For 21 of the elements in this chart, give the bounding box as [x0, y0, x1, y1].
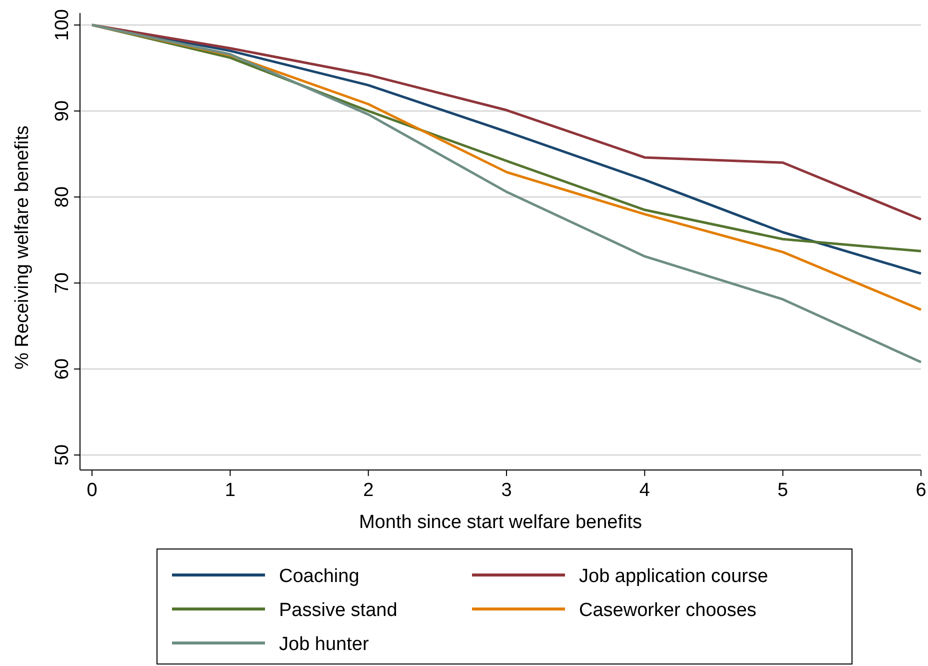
legend-label: Passive stand: [279, 600, 398, 621]
x-tick-label: 2: [363, 480, 374, 501]
y-tick-label: 50: [52, 444, 73, 466]
x-tick-label: 3: [501, 480, 512, 501]
x-tick-label: 0: [86, 480, 98, 501]
x-tick-label: 1: [224, 480, 236, 501]
x-tick-label: 5: [778, 480, 788, 501]
legend-label: Job application course: [579, 566, 768, 587]
x-axis-title: Month since start welfare benefits: [358, 512, 642, 533]
legend-label: Coaching: [279, 566, 360, 587]
legend-label: Job hunter: [279, 634, 370, 655]
y-tick-label: 70: [52, 272, 73, 294]
x-tick-label: 6: [916, 480, 926, 501]
y-tick-label: 80: [52, 186, 73, 208]
y-tick-label: 60: [52, 358, 73, 380]
x-tick-label: 4: [639, 480, 650, 501]
y-axis-title: % Receiving welfare benefits: [12, 126, 33, 370]
legend-label: Caseworker chooses: [579, 600, 756, 621]
y-tick-label: 90: [52, 100, 73, 122]
y-tick-label: 100: [52, 9, 73, 41]
line-series: [90, 24, 922, 364]
